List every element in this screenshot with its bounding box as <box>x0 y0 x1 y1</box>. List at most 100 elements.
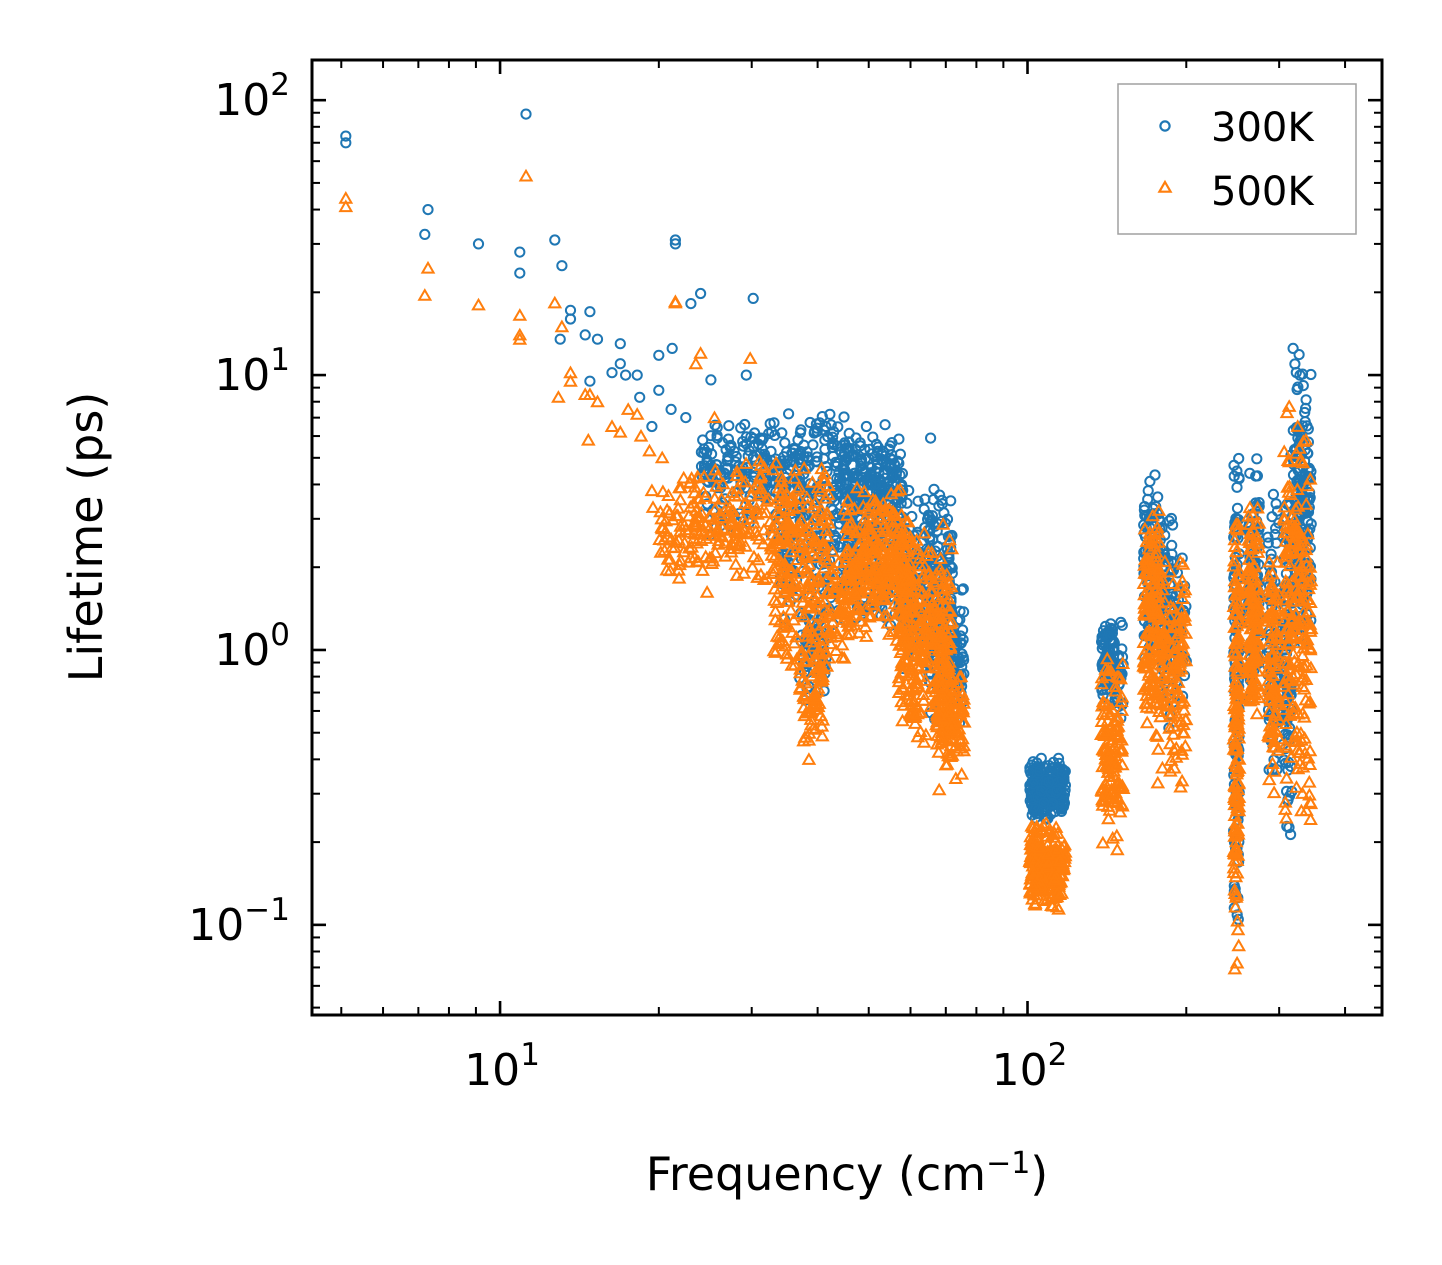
data-point-500K <box>707 410 722 424</box>
data-point-500K <box>758 505 774 519</box>
data-point-500K <box>816 601 832 615</box>
data-point-500K <box>1025 879 1041 893</box>
data-point-500K <box>892 482 908 496</box>
data-point-500K <box>547 295 563 309</box>
data-point-500K <box>776 480 791 494</box>
data-point-500K <box>554 319 570 333</box>
data-point-500K <box>795 539 810 553</box>
data-point-500K <box>843 577 858 591</box>
data-point-300K <box>740 369 752 381</box>
data-point-500K <box>898 676 914 690</box>
data-point-500K <box>1148 549 1164 563</box>
data-point-500K <box>850 601 865 614</box>
data-point-500K <box>838 607 854 621</box>
data-point-500K <box>1229 639 1244 653</box>
data-point-500K <box>1261 704 1277 717</box>
data-point-500K <box>783 602 799 616</box>
data-point-500K <box>827 580 843 593</box>
data-point-300K <box>841 452 853 464</box>
data-point-300K <box>1267 488 1280 500</box>
data-point-500K <box>735 526 751 540</box>
data-point-500K <box>768 455 784 469</box>
data-point-500K <box>1152 636 1168 649</box>
data-point-500K <box>811 622 827 636</box>
data-point-300K <box>838 411 850 423</box>
data-point-300K <box>701 446 713 458</box>
data-point-500K <box>729 468 745 482</box>
data-point-500K <box>759 570 775 584</box>
data-point-300K <box>695 287 707 300</box>
data-point-300K <box>1176 552 1188 564</box>
data-point-500K <box>1177 582 1193 596</box>
data-point-500K <box>1098 777 1114 790</box>
data-point-500K <box>1102 790 1118 804</box>
data-point-500K <box>677 535 692 549</box>
data-point-500K <box>944 541 960 555</box>
data-point-500K <box>933 610 949 623</box>
data-point-300K <box>1034 765 1046 777</box>
data-point-500K <box>884 552 900 565</box>
data-point-500K <box>1278 810 1294 824</box>
data-point-500K <box>1295 648 1310 661</box>
data-point-300K <box>584 375 596 387</box>
data-point-500K <box>1103 663 1119 677</box>
data-point-500K <box>826 560 841 574</box>
data-point-500K <box>1103 707 1118 721</box>
data-point-500K <box>1231 720 1246 733</box>
data-point-500K <box>820 506 836 519</box>
data-point-500K <box>777 515 793 529</box>
data-point-500K <box>1109 728 1125 742</box>
data-point-300K <box>781 455 794 467</box>
data-point-500K <box>580 432 596 446</box>
data-point-300K <box>957 624 969 636</box>
data-point-500K <box>768 529 784 543</box>
data-point-500K <box>944 716 960 730</box>
data-point-500K <box>791 479 807 493</box>
data-point-300K <box>556 260 568 272</box>
data-point-500K <box>668 294 683 308</box>
data-point-500K <box>1172 655 1188 669</box>
data-point-500K <box>1271 731 1287 745</box>
data-point-500K <box>1168 740 1184 754</box>
data-point-500K <box>865 492 881 506</box>
data-point-300K <box>820 420 832 433</box>
data-point-500K <box>563 373 578 387</box>
data-point-500K <box>892 534 908 548</box>
data-point-500K <box>771 552 786 566</box>
data-point-500K <box>1155 760 1170 774</box>
data-point-500K <box>756 460 772 473</box>
data-point-500K <box>512 331 528 345</box>
data-point-500K <box>764 548 780 561</box>
data-point-500K <box>811 643 826 657</box>
data-point-500K <box>944 704 959 718</box>
data-point-500K <box>1269 637 1285 650</box>
data-point-500K <box>953 669 969 683</box>
data-point-500K <box>738 456 754 469</box>
data-point-300K <box>769 429 781 441</box>
data-point-300K <box>893 433 905 445</box>
data-point-300K <box>890 469 902 481</box>
data-point-500K <box>1149 729 1165 742</box>
data-point-500K <box>844 611 860 625</box>
data-point-500K <box>1294 803 1309 817</box>
data-point-500K <box>1302 757 1318 770</box>
data-point-500K <box>1303 796 1319 810</box>
data-point-300K <box>839 439 851 451</box>
data-point-500K <box>909 658 925 672</box>
data-point-500K <box>1262 687 1278 701</box>
data-point-500K <box>767 592 782 606</box>
data-point-500K <box>670 500 686 514</box>
data-point-500K <box>1157 594 1173 608</box>
data-point-500K <box>1229 766 1245 780</box>
data-point-500K <box>695 563 710 576</box>
data-point-300K <box>811 451 823 463</box>
data-point-300K <box>1270 522 1282 535</box>
data-point-300K <box>669 238 682 250</box>
data-point-500K <box>1228 843 1244 857</box>
data-point-500K <box>1105 742 1120 756</box>
data-point-500K <box>794 644 810 657</box>
data-point-500K <box>771 575 786 588</box>
data-point-300K <box>912 495 924 507</box>
data-point-500K <box>815 712 831 726</box>
data-point-300K <box>1027 778 1039 790</box>
